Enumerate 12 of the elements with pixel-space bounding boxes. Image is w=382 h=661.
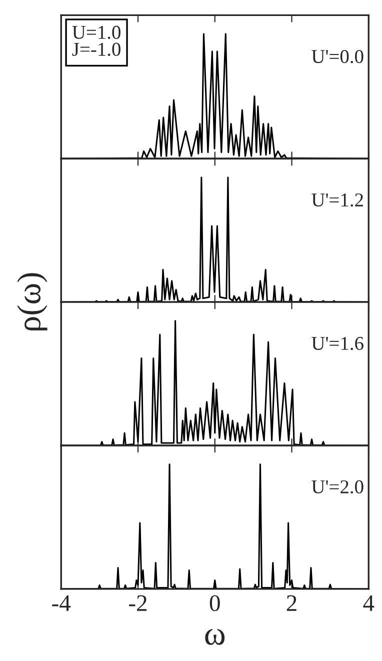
x-tick-label: 4 [363, 595, 374, 611]
x-tick-label: 2 [286, 595, 296, 611]
annotation: U'=1.6 [312, 336, 364, 350]
annotation: U=1.0 J=-1.0 [72, 26, 120, 56]
x-axis-title: ω [205, 628, 225, 645]
annotation: U'=2.0 [312, 480, 364, 494]
annotation: U'=1.2 [312, 193, 363, 207]
x-tick-label: -2 [129, 595, 147, 611]
x-tick-label: 0 [210, 595, 220, 612]
y-axis-title: ρ(ω) [17, 273, 48, 330]
annotation: U'=0.0 [312, 50, 364, 64]
x-tick-label: -4 [52, 595, 71, 611]
